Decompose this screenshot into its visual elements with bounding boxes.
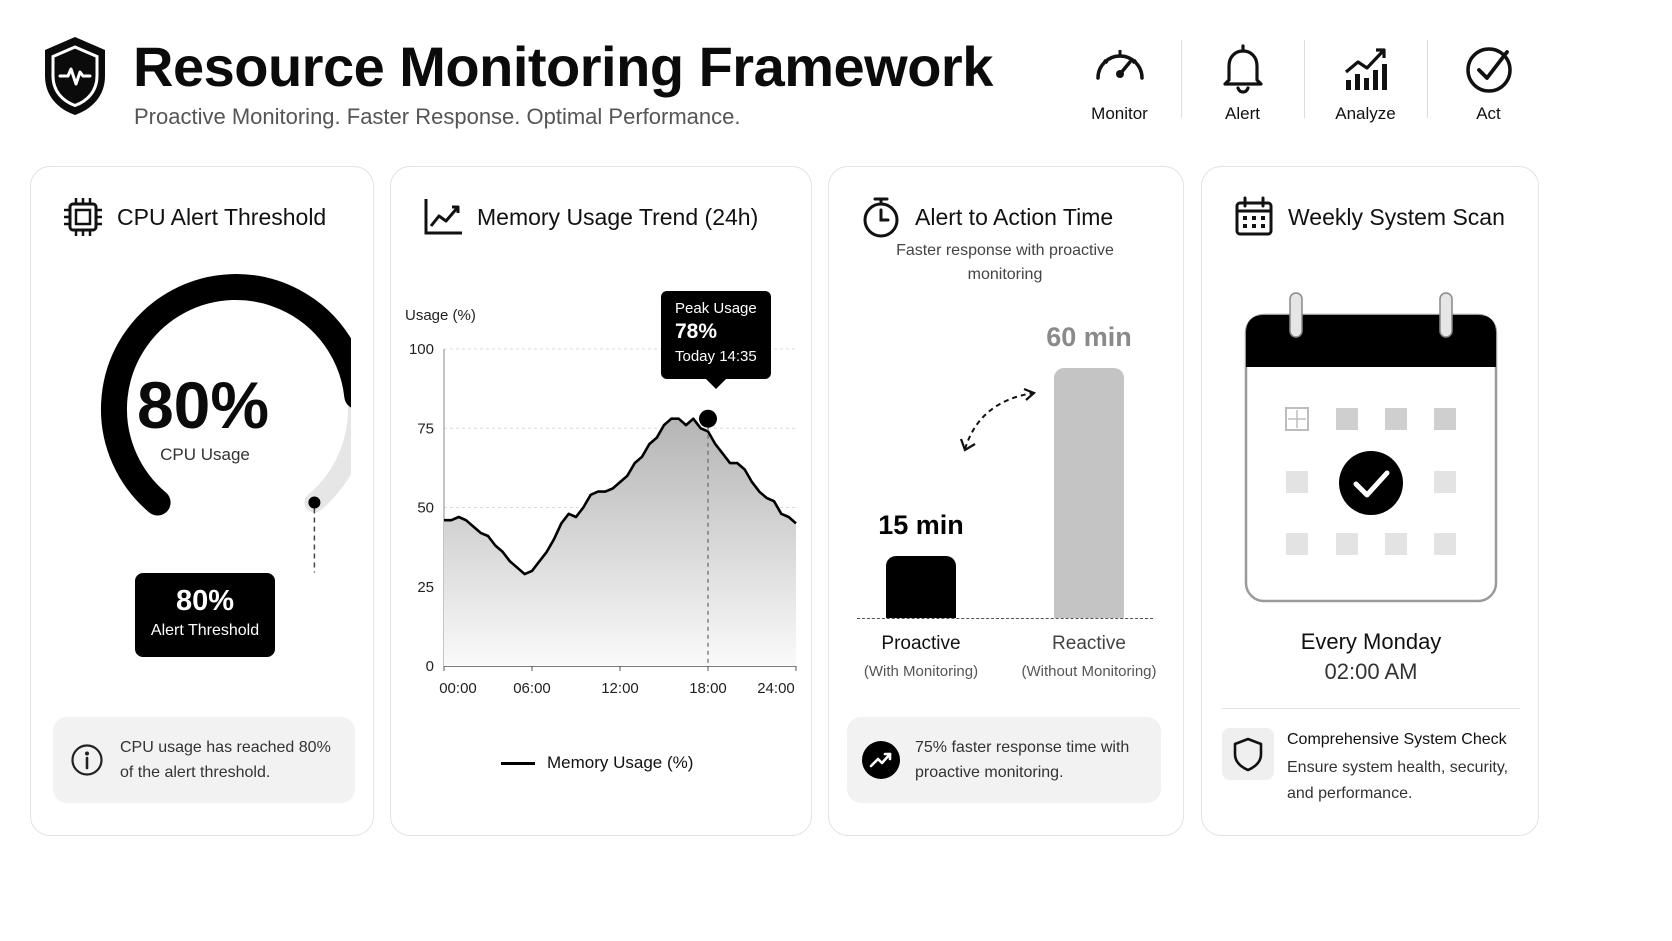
shield-icon-box — [1222, 728, 1274, 780]
check-title: Comprehensive System Check — [1287, 731, 1507, 748]
memory-trend-card: Memory Usage Trend (24h) Usage (%) 100 75… — [390, 166, 812, 836]
step-label: Alert — [1225, 104, 1260, 123]
card-header: CPU Alert Threshold — [61, 195, 326, 239]
x-tick-label: 12:00 — [601, 680, 639, 697]
step-analyze[interactable]: Analyze — [1304, 36, 1427, 132]
step-label: Monitor — [1091, 104, 1148, 123]
page-header: Resource Monitoring Framework Proactive … — [0, 0, 1672, 160]
card-subtitle: Faster response with proactive monitorin… — [896, 242, 1114, 283]
threshold-label: Alert Threshold — [150, 622, 260, 639]
chart-ticks: 100 75 50 25 0 00:00 06:00 12:00 18:00 24:00 — [409, 341, 797, 697]
bar-label-proactive: Proactive — [881, 633, 961, 654]
step-label: Act — [1476, 104, 1501, 123]
page-subtitle: Proactive Monitoring. Faster Response. O… — [134, 104, 741, 129]
x-tick-label: 06:00 — [513, 680, 551, 697]
x-tick-label: 00:00 — [439, 680, 477, 697]
threshold-marker — [308, 496, 321, 509]
card-header: Memory Usage Trend (24h) — [421, 195, 758, 239]
response-time-chart: 15 min 60 min — [829, 167, 1185, 727]
tooltip-arrow — [706, 378, 726, 389]
step-alert[interactable]: Alert — [1181, 36, 1304, 132]
cpu-alert-card: CPU Alert Threshold 80% CPU Usage 80% Al… — [30, 166, 374, 836]
tooltip-title: Peak Usage — [675, 299, 757, 317]
peak-point[interactable] — [699, 409, 717, 428]
step-label: Analyze — [1335, 104, 1396, 123]
chart-legend: Memory Usage (%) — [501, 753, 693, 773]
baseline — [857, 618, 1153, 619]
y-tick-label: 100 — [409, 341, 434, 358]
weekly-scan-card: Weekly System Scan Every Monday 02:00 AM… — [1201, 166, 1539, 836]
bell-icon — [1222, 44, 1263, 94]
card-header: Alert to Action Time — [859, 195, 1113, 239]
memory-chart: Usage (%) 100 75 50 25 0 00:00 06:00 12:00 18:00… — [405, 307, 797, 697]
tooltip-value: 78% — [675, 319, 718, 343]
y-axis-label: Usage (%) — [405, 307, 476, 324]
y-tick-label: 50 — [417, 500, 434, 517]
note-text: 75% faster response time with proactive … — [915, 739, 1130, 781]
trend-up-icon — [862, 741, 900, 779]
alert-action-card: Alert to Action Time Faster response wit… — [828, 166, 1184, 836]
check-description: Ensure system health, security, and perf… — [1287, 759, 1509, 802]
x-tick-label: 18:00 — [689, 680, 727, 697]
divider — [1222, 708, 1520, 709]
gauge-caption: CPU Usage — [160, 445, 250, 464]
info-icon — [71, 744, 103, 776]
card-title: CPU Alert Threshold — [117, 203, 327, 230]
line-chart-icon — [424, 199, 462, 235]
note-text: CPU usage has reached 80% of the alert t… — [120, 739, 331, 781]
page-title: Resource Monitoring Framework — [133, 35, 993, 98]
bar-sublabel-reactive: (Without Monitoring) — [1021, 663, 1157, 680]
card-title: Memory Usage Trend (24h) — [477, 203, 759, 230]
peak-tooltip: Peak Usage 78% Today 14:35 — [661, 290, 771, 389]
legend-label: Memory Usage (%) — [547, 753, 694, 772]
card-title: Alert to Action Time — [915, 203, 1114, 230]
y-tick-label: 75 — [417, 420, 434, 437]
shield-heartbeat-icon — [45, 37, 105, 115]
shield-icon — [1233, 737, 1263, 772]
calendar-icon — [1235, 196, 1273, 236]
scan-day: Every Monday — [1300, 629, 1442, 654]
bar-sublabel-proactive: (With Monitoring) — [863, 663, 979, 680]
gauge-fill — [101, 274, 351, 516]
bar-value-proactive: 15 min — [878, 509, 964, 540]
gauge-icon — [1095, 50, 1144, 80]
step-monitor[interactable]: Monitor — [1058, 36, 1181, 132]
cpu-note: CPU usage has reached 80% of the alert t… — [53, 717, 355, 803]
y-tick-label: 0 — [426, 658, 434, 675]
comparison-arrow — [959, 387, 1037, 452]
scan-time: 02:00 AM — [1324, 659, 1418, 684]
card-title: Weekly System Scan — [1288, 203, 1505, 230]
threshold-value: 80% — [175, 585, 235, 617]
bar-proactive — [886, 555, 956, 618]
memory-area — [444, 418, 796, 666]
bar-label-reactive: Reactive — [1052, 633, 1126, 654]
memory-series-line — [444, 417, 797, 576]
chart-trend-icon — [1344, 48, 1387, 90]
x-tick-label: 24:00 — [757, 680, 795, 697]
bar-reactive — [1054, 368, 1124, 618]
y-tick-label: 25 — [417, 579, 434, 596]
workflow-steps: Monitor Alert Analyze — [1058, 36, 1550, 132]
gauge-value: 80% — [136, 368, 270, 442]
check-circle-icon — [1465, 47, 1512, 93]
calendar-illustration — [1244, 292, 1498, 603]
step-act[interactable]: Act — [1427, 36, 1550, 132]
legend-swatch — [501, 761, 535, 765]
stopwatch-icon — [863, 197, 899, 238]
cpu-chip-icon — [64, 198, 102, 236]
threshold-badge: 80% Alert Threshold — [135, 573, 275, 657]
card-header: Weekly System Scan — [1232, 195, 1505, 239]
cpu-gauge — [101, 274, 351, 573]
action-note: 75% faster response time with proactive … — [847, 717, 1161, 803]
bar-value-reactive: 60 min — [1046, 322, 1132, 352]
tooltip-time: Today 14:35 — [675, 347, 757, 365]
